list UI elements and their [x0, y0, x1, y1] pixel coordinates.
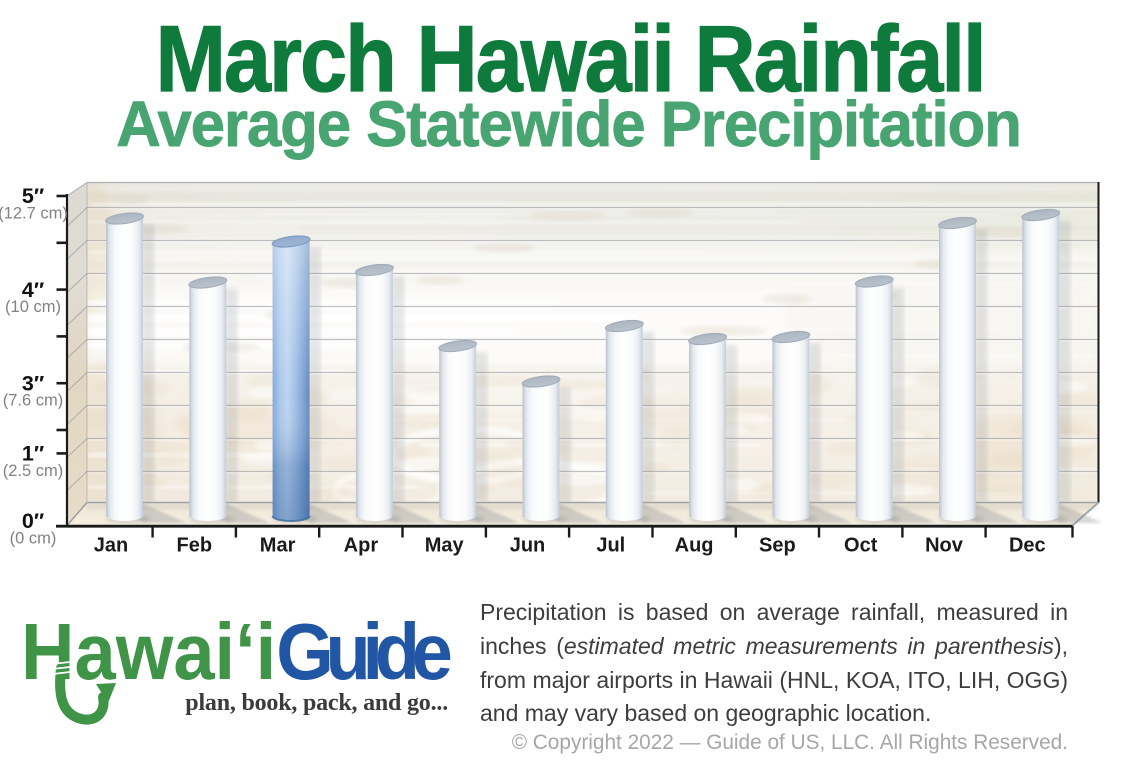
svg-text:Jun: Jun — [510, 535, 546, 557]
svg-text:(10 cm): (10 cm) — [5, 298, 61, 316]
svg-text:(0 cm): (0 cm) — [10, 530, 57, 548]
svg-text:4″: 4″ — [22, 278, 44, 302]
svg-text:Feb: Feb — [177, 535, 213, 557]
svg-text:Nov: Nov — [925, 535, 964, 557]
svg-text:(2.5 cm): (2.5 cm) — [3, 462, 64, 480]
svg-text:1″: 1″ — [22, 442, 44, 466]
svg-text:0″: 0″ — [22, 509, 44, 533]
svg-text:Oct: Oct — [844, 535, 878, 557]
svg-text:(12.7 cm): (12.7 cm) — [0, 205, 68, 223]
svg-text:Sep: Sep — [759, 535, 796, 557]
svg-text:3″: 3″ — [22, 371, 44, 395]
svg-text:Aug: Aug — [675, 535, 714, 557]
svg-text:Apr: Apr — [344, 535, 379, 557]
svg-text:May: May — [425, 535, 465, 557]
svg-text:Jul: Jul — [596, 535, 625, 557]
svg-text:(7.6 cm): (7.6 cm) — [3, 392, 64, 410]
svg-text:5″: 5″ — [22, 184, 44, 208]
svg-text:Dec: Dec — [1009, 535, 1046, 557]
svg-text:Jan: Jan — [94, 535, 128, 557]
svg-text:Mar: Mar — [260, 535, 296, 557]
